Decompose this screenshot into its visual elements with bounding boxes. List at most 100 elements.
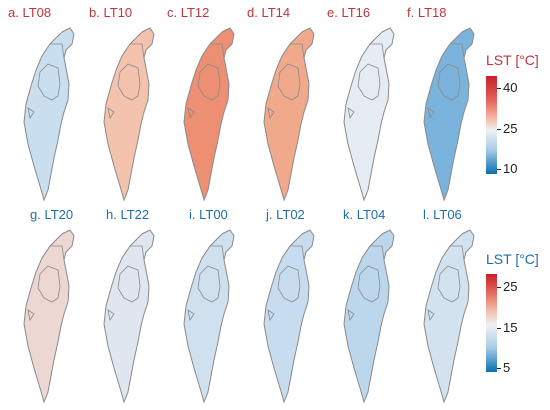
region-border	[290, 245, 305, 261]
legend-tick-label: 40	[503, 80, 518, 95]
region-border	[210, 43, 225, 59]
region-border	[117, 63, 141, 101]
israel-map-shape	[343, 229, 395, 404]
map-panel-c	[174, 24, 246, 202]
region-border	[370, 245, 385, 261]
israel-map-shape	[103, 229, 155, 404]
legend-colorbar-bottom	[486, 274, 497, 372]
map-panel-e	[334, 24, 406, 202]
israel-map-shape	[343, 27, 395, 202]
map-panel-l	[414, 226, 486, 404]
panel-label-i: i. LT00	[189, 207, 228, 222]
legend-tickmark	[497, 88, 501, 89]
region-border	[117, 265, 141, 303]
country-outline	[263, 27, 315, 202]
region-border	[437, 63, 461, 101]
region-border	[187, 309, 195, 322]
region-border	[427, 107, 435, 120]
legend-tick-label: 25	[503, 121, 518, 136]
israel-map-shape	[423, 27, 475, 202]
panel-label-l: l. LT06	[423, 207, 462, 222]
map-panel-b	[94, 24, 166, 202]
region-border	[197, 63, 221, 101]
region-border	[197, 265, 221, 303]
israel-map-shape	[423, 229, 475, 404]
region-border	[107, 107, 115, 120]
panel-label-e: e. LT16	[327, 5, 371, 20]
region-border	[27, 107, 35, 120]
map-panel-h	[94, 226, 166, 404]
map-panel-f	[414, 24, 486, 202]
country-outline	[263, 229, 315, 404]
region-border	[107, 309, 115, 322]
country-outline	[103, 229, 155, 404]
region-border	[277, 265, 301, 303]
country-outline	[103, 27, 155, 202]
panel-label-k: k. LT04	[343, 207, 386, 222]
land-area	[263, 229, 315, 404]
region-border	[357, 265, 381, 303]
map-panel-j	[254, 226, 326, 404]
land-area	[343, 27, 395, 202]
land-area	[103, 27, 155, 202]
legend-tick-label: 25	[503, 279, 518, 294]
land-area	[423, 27, 475, 202]
legend-tickmark	[497, 169, 501, 170]
region-border	[427, 309, 435, 322]
region-border	[37, 63, 61, 101]
map-panel-a	[14, 24, 86, 202]
land-area	[343, 229, 395, 404]
country-outline	[423, 27, 475, 202]
panel-label-f: f. LT18	[407, 5, 447, 20]
region-border	[370, 43, 385, 59]
legend-title-bottom: LST [°C]	[486, 251, 539, 267]
land-area	[23, 27, 75, 202]
israel-map-shape	[103, 27, 155, 202]
legend-tickmark	[497, 368, 501, 369]
panel-label-c: c. LT12	[167, 5, 210, 20]
country-outline	[183, 27, 235, 202]
country-outline	[343, 229, 395, 404]
legend-tickmark	[497, 287, 501, 288]
land-area	[183, 229, 235, 404]
legend-tick-label: 10	[503, 161, 518, 176]
region-border	[37, 265, 61, 303]
country-outline	[23, 27, 75, 202]
region-border	[50, 43, 65, 59]
region-border	[277, 63, 301, 101]
land-area	[103, 229, 155, 404]
panel-label-j: j. LT02	[266, 207, 305, 222]
panel-label-a: a. LT08	[8, 5, 52, 20]
region-border	[347, 309, 355, 322]
region-border	[50, 245, 65, 261]
region-border	[210, 245, 225, 261]
israel-map-shape	[23, 229, 75, 404]
panel-label-b: b. LT10	[89, 5, 133, 20]
legend-tickmark	[497, 129, 501, 130]
legend-tick-label: 5	[503, 360, 511, 375]
panel-label-g: g. LT20	[30, 207, 74, 222]
map-panel-i	[174, 226, 246, 404]
legend-tickmark	[497, 328, 501, 329]
region-border	[290, 43, 305, 59]
map-panel-d	[254, 24, 326, 202]
israel-map-shape	[263, 27, 315, 202]
israel-map-shape	[183, 229, 235, 404]
panel-label-h: h. LT22	[106, 207, 150, 222]
land-area	[23, 229, 75, 404]
country-outline	[343, 27, 395, 202]
israel-map-shape	[263, 229, 315, 404]
region-border	[187, 107, 195, 120]
legend-title-top: LST [°C]	[486, 52, 539, 68]
region-border	[130, 245, 145, 261]
panel-label-d: d. LT14	[247, 5, 291, 20]
region-border	[437, 265, 461, 303]
region-border	[450, 245, 465, 261]
map-panel-k	[334, 226, 406, 404]
map-panel-g	[14, 226, 86, 404]
land-area	[263, 27, 315, 202]
region-border	[27, 309, 35, 322]
israel-map-shape	[23, 27, 75, 202]
region-border	[267, 309, 275, 322]
israel-map-shape	[183, 27, 235, 202]
